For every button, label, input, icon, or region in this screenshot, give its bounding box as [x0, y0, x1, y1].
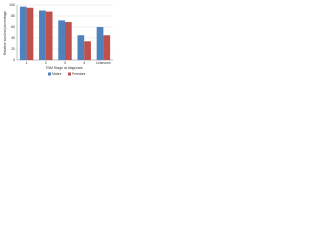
bar — [39, 10, 46, 60]
x-tick-label: 4 — [83, 61, 85, 65]
y-tick-label: 20 — [11, 47, 15, 51]
page: {"chart_data": {"type": "bar", "y_label"… — [0, 0, 320, 80]
x-axis-title: TNM Stage at diagnosis — [45, 66, 83, 70]
legend-label: Males — [52, 72, 62, 76]
bar — [19, 6, 27, 60]
y-tick-label: 0 — [13, 58, 15, 62]
bar — [96, 27, 104, 60]
bar — [58, 20, 65, 60]
bar — [84, 41, 91, 60]
y-tick-label: 60 — [11, 25, 15, 29]
bar — [103, 35, 111, 60]
y-tick-label: 80 — [11, 14, 15, 18]
y-axis-title: Relative survival percentage — [3, 11, 7, 55]
bar — [65, 22, 72, 60]
legend-swatch — [48, 72, 51, 76]
bar — [77, 35, 85, 60]
legend-label: Females — [72, 72, 86, 76]
x-tick-label: Unknown — [96, 61, 111, 65]
x-tick-label: 3 — [64, 61, 66, 65]
bar — [45, 11, 53, 61]
y-tick-label: 100 — [9, 3, 15, 7]
legend-swatch — [68, 72, 71, 76]
x-tick-label: 2 — [45, 61, 47, 65]
y-tick-label: 40 — [11, 36, 15, 40]
bar — [26, 7, 34, 60]
x-tick-label: 1 — [26, 61, 28, 65]
chart: Relative survival percentage TNM Stage a… — [3, 3, 113, 76]
